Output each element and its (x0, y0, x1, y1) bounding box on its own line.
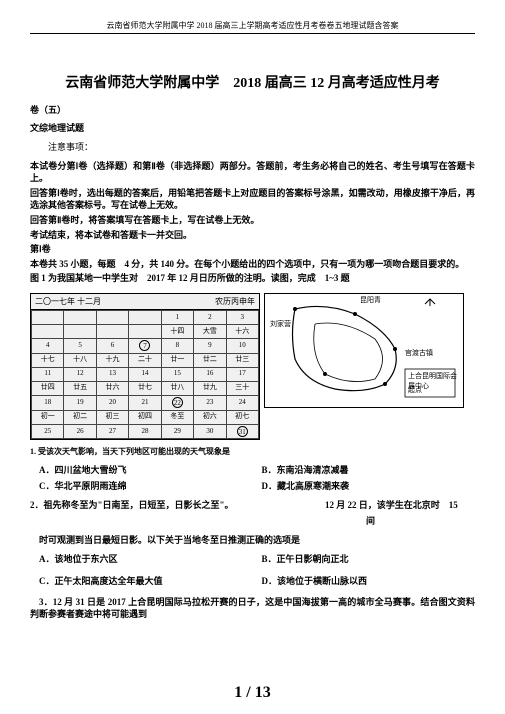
table-row: 十四大雪十六 (32, 325, 259, 339)
table-row: 初一初二初三初四冬至初六初七 (32, 410, 259, 424)
q2-obs: 时可观测到当日最短日影。以下关于当地冬至日推测正确的选项是 (30, 534, 475, 547)
circled-day: 22 (172, 397, 183, 408)
section-1: 第Ⅰ卷 (30, 243, 475, 256)
q1-opt-c: C．华北平原阴雨连绵 (30, 478, 253, 495)
map-label: 官渡古镇 (405, 349, 433, 359)
notice-1: 本试卷分第Ⅰ卷（选择题）和第Ⅱ卷（非选择题）两部分。答题前，考生务必将自己的姓名… (30, 160, 475, 185)
paper-label: 卷（五） (30, 104, 475, 117)
notice-4: 考试结束，将本试卷和答题卡一并交回。 (30, 229, 475, 242)
q2-time: 间 (30, 515, 475, 528)
map-label: 起点 (408, 386, 422, 396)
table-row: 45678910 (32, 339, 259, 354)
notice-2: 回答第Ⅰ卷时，选出每题的答案后，用铅笔把答题卡上对应题目的答案标号涂黑，如需改动… (30, 187, 475, 212)
notice-3: 回答第Ⅱ卷时，将答案填写在答题卡上，写在试卷上无效。 (30, 214, 475, 227)
q1-opt-b: B．东南沿海清凉减暑 (253, 462, 476, 479)
q1-opt-a: A．四川盆地大雪纷飞 (30, 462, 253, 479)
q2-row: 2．祖先称冬至为"日南至，日短至，日影长之至"。 12 月 22 日，该学生在北… (30, 499, 475, 512)
q2-opt-a: A．该地位于东六区 (30, 551, 253, 568)
map-label: 刘家营 (270, 320, 291, 330)
calendar-table: 123 十四大雪十六 45678910 十七十八十九二十廿一廿二廿三 11121… (31, 310, 259, 439)
q2-options: A．该地位于东六区 B．正午日影朝向正北 C．正午太阳高度达全年最大值 D．该地… (30, 551, 475, 590)
circled-day: 31 (237, 426, 248, 437)
table-row: 18192021222324 (32, 395, 259, 410)
circled-day: 7 (139, 340, 150, 351)
q2-date: 12 月 22 日，该学生在北京时 15 (325, 499, 475, 512)
page-header: 云南省师范大学附属中学 2018 届高三上学期高考适应性月考卷卷五地理试题含答案 (30, 20, 475, 34)
q3-text: 3．12 月 31 日是 2017 上合昆明国际马拉松开赛的日子，这是中国海拔第… (30, 596, 475, 621)
doc-title: 云南省师范大学附属中学 2018 届高三 12 月高考适应性月考 (30, 74, 475, 94)
cal-header-left: 二〇一七年 十二月 (35, 296, 101, 307)
q1-opt-d: D．藏北高原寒潮来袭 (253, 478, 476, 495)
table-row: 25262728293031 (32, 424, 259, 439)
route-map: 昆阳青 刘家营 上合昆明国际会展中心 起点 官渡古镇 (264, 293, 464, 408)
subject: 文综地理试题 (30, 122, 475, 135)
q2-text: 2．祖先称冬至为"日南至，日短至，日影长之至"。 (30, 499, 234, 512)
q2-opt-b: B．正午日影朝向正北 (253, 551, 476, 568)
section-1-desc: 本卷共 35 小题，每题 4 分，共 140 分。在每个小题给出的四个选项中，只… (30, 258, 475, 271)
table-row: 十七十八十九二十廿一廿二廿三 (32, 353, 259, 367)
notice-title: 注意事项： (30, 141, 475, 154)
page-number: 1 / 13 (0, 682, 505, 704)
table-row: 廿四廿五廿六廿七廿八廿九三十 (32, 381, 259, 395)
calendar: 二〇一七年 十二月 农历丙申年 123 十四大雪十六 45678910 十七十八… (30, 293, 260, 441)
map-label: 昆阳青 (360, 296, 381, 306)
table-row: 123 (32, 311, 259, 325)
cal-header-right: 农历丙申年 (215, 296, 255, 307)
q1-options: A．四川盆地大雪纷飞 B．东南沿海清凉减暑 C．华北平原阴雨连绵 D．藏北高原寒… (30, 462, 475, 495)
q1-caption: 1. 受该次天气影响，当天下列地区可能出现的天气现象是 (30, 446, 475, 457)
q2-opt-c: C．正午太阳高度达全年最大值 (30, 573, 253, 590)
figure-1: 二〇一七年 十二月 农历丙申年 123 十四大雪十六 45678910 十七十八… (30, 293, 475, 441)
table-row: 11121314151617 (32, 367, 259, 381)
fig1-intro: 图 1 为我国某地一中学生对 2017 年 12 月日历所做的注明。读图，完成 … (30, 272, 475, 285)
q2-opt-d: D．该地位于横断山脉以西 (253, 573, 476, 590)
